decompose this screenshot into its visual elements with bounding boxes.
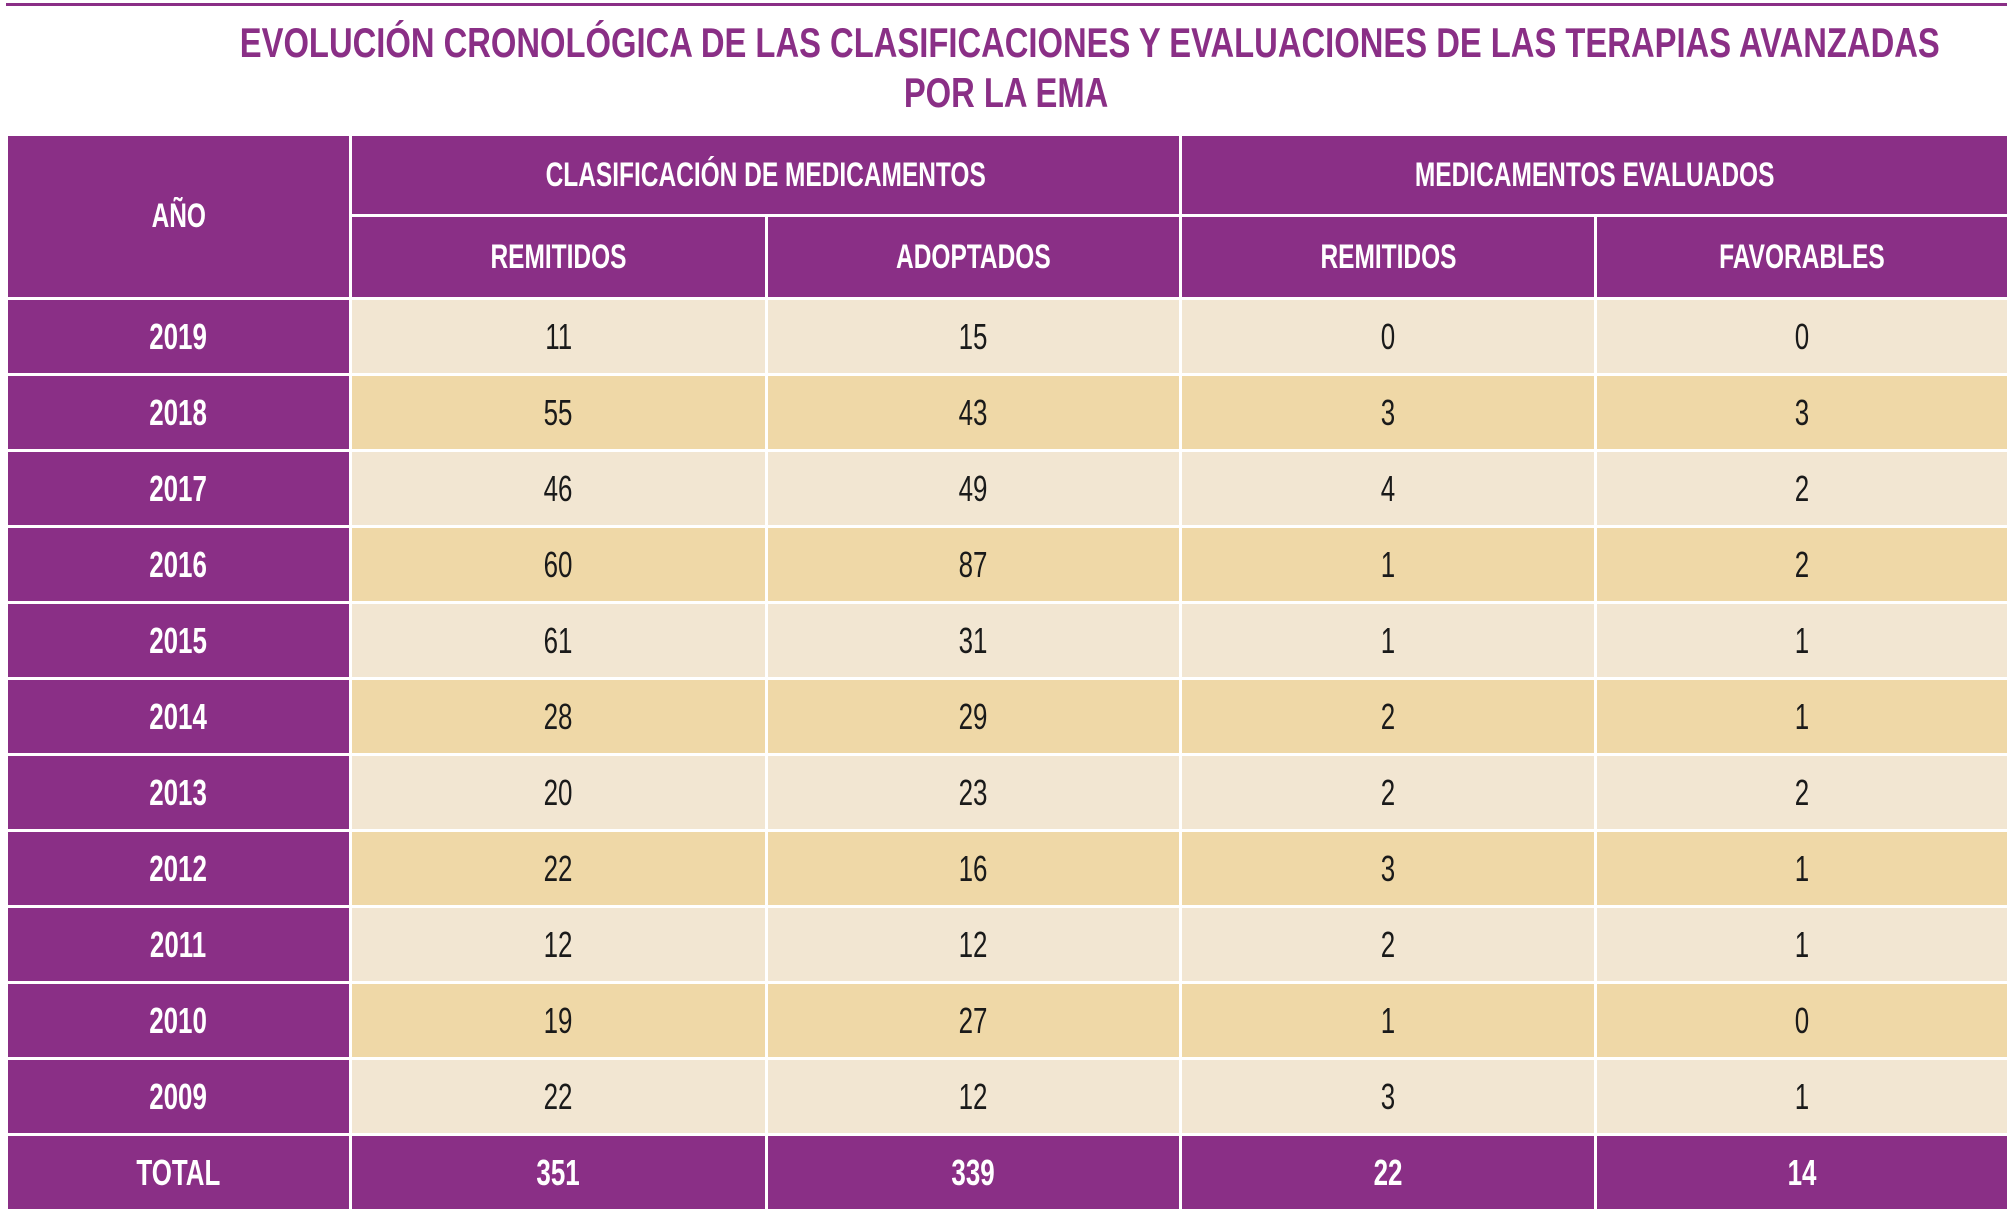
- total-value-cell: 339: [765, 1133, 1182, 1212]
- header-col: ADOPTADOS: [765, 214, 1182, 300]
- value-cell: 1: [1179, 525, 1597, 604]
- value-cell: 12: [765, 1057, 1182, 1136]
- table-title: EVOLUCIÓN CRONOLÓGICA DE LAS CLASIFICACI…: [0, 18, 2012, 118]
- value-cell: 2: [1594, 525, 2010, 604]
- value-cell: 29: [765, 677, 1182, 756]
- table-row: 2012 22 16 3 1: [5, 829, 2010, 908]
- total-label: TOTAL: [5, 1133, 352, 1212]
- value-cell: 2: [1594, 753, 2010, 832]
- total-row: TOTAL 351 339 22 14: [5, 1133, 2010, 1212]
- value-cell: 28: [349, 677, 768, 756]
- header-year: AÑO: [5, 133, 352, 300]
- table-row: 2014 28 29 2 1: [5, 677, 2010, 756]
- year-cell: 2013: [5, 753, 352, 832]
- table-row: 2013 20 23 2 2: [5, 753, 2010, 832]
- value-cell: 0: [1594, 981, 2010, 1060]
- header-col: REMITIDOS: [1179, 214, 1597, 300]
- year-cell: 2015: [5, 601, 352, 680]
- year-cell: 2012: [5, 829, 352, 908]
- value-cell: 20: [349, 753, 768, 832]
- value-cell: 2: [1179, 905, 1597, 984]
- title-line-2: POR LA EMA: [903, 69, 1109, 116]
- value-cell: 49: [765, 449, 1182, 528]
- value-cell: 1: [1594, 905, 2010, 984]
- value-cell: 27: [765, 981, 1182, 1060]
- total-value-cell: 22: [1179, 1133, 1597, 1212]
- year-cell: 2010: [5, 981, 352, 1060]
- value-cell: 2: [1179, 753, 1597, 832]
- value-cell: 0: [1179, 297, 1597, 376]
- value-cell: 60: [349, 525, 768, 604]
- value-cell: 55: [349, 373, 768, 452]
- table-row: 2015 61 31 1 1: [5, 601, 2010, 680]
- value-cell: 1: [1594, 829, 2010, 908]
- table-row: 2011 12 12 2 1: [5, 905, 2010, 984]
- value-cell: 0: [1594, 297, 2010, 376]
- total-value-cell: 351: [349, 1133, 768, 1212]
- value-cell: 31: [765, 601, 1182, 680]
- value-cell: 16: [765, 829, 1182, 908]
- value-cell: 1: [1179, 981, 1597, 1060]
- table-row: 2018 55 43 3 3: [5, 373, 2010, 452]
- value-cell: 43: [765, 373, 1182, 452]
- value-cell: 23: [765, 753, 1182, 832]
- value-cell: 3: [1179, 1057, 1597, 1136]
- value-cell: 46: [349, 449, 768, 528]
- value-cell: 3: [1594, 373, 2010, 452]
- year-cell: 2011: [5, 905, 352, 984]
- value-cell: 3: [1179, 829, 1597, 908]
- table-row: 2009 22 12 3 1: [5, 1057, 2010, 1136]
- top-rule: [6, 3, 2007, 6]
- value-cell: 12: [765, 905, 1182, 984]
- header-col: FAVORABLES: [1594, 214, 2010, 300]
- value-cell: 1: [1594, 1057, 2010, 1136]
- value-cell: 12: [349, 905, 768, 984]
- title-line-1: EVOLUCIÓN CRONOLÓGICA DE LAS CLASIFICACI…: [239, 19, 1940, 66]
- year-cell: 2017: [5, 449, 352, 528]
- value-cell: 3: [1179, 373, 1597, 452]
- value-cell: 1: [1179, 601, 1597, 680]
- value-cell: 19: [349, 981, 768, 1060]
- value-cell: 15: [765, 297, 1182, 376]
- value-cell: 1: [1594, 601, 2010, 680]
- year-cell: 2016: [5, 525, 352, 604]
- table-row: 2010 19 27 1 0: [5, 981, 2010, 1060]
- table-row: 2017 46 49 4 2: [5, 449, 2010, 528]
- year-cell: 2009: [5, 1057, 352, 1136]
- year-cell: 2018: [5, 373, 352, 452]
- table-row: 2019 11 15 0 0: [5, 297, 2010, 376]
- value-cell: 22: [349, 829, 768, 908]
- value-cell: 1: [1594, 677, 2010, 756]
- year-cell: 2014: [5, 677, 352, 756]
- table-row: 2016 60 87 1 2: [5, 525, 2010, 604]
- header-group-evaluados: MEDICAMENTOS EVALUADOS: [1179, 133, 2010, 217]
- year-cell: 2019: [5, 297, 352, 376]
- value-cell: 11: [349, 297, 768, 376]
- value-cell: 2: [1594, 449, 2010, 528]
- value-cell: 4: [1179, 449, 1597, 528]
- header-group-clasificacion: CLASIFICACIÓN DE MEDICAMENTOS: [349, 133, 1182, 217]
- data-table: AÑO CLASIFICACIÓN DE MEDICAMENTOS MEDICA…: [5, 133, 2010, 1212]
- value-cell: 87: [765, 525, 1182, 604]
- value-cell: 22: [349, 1057, 768, 1136]
- total-value-cell: 14: [1594, 1133, 2010, 1212]
- value-cell: 2: [1179, 677, 1597, 756]
- value-cell: 61: [349, 601, 768, 680]
- header-col: REMITIDOS: [349, 214, 768, 300]
